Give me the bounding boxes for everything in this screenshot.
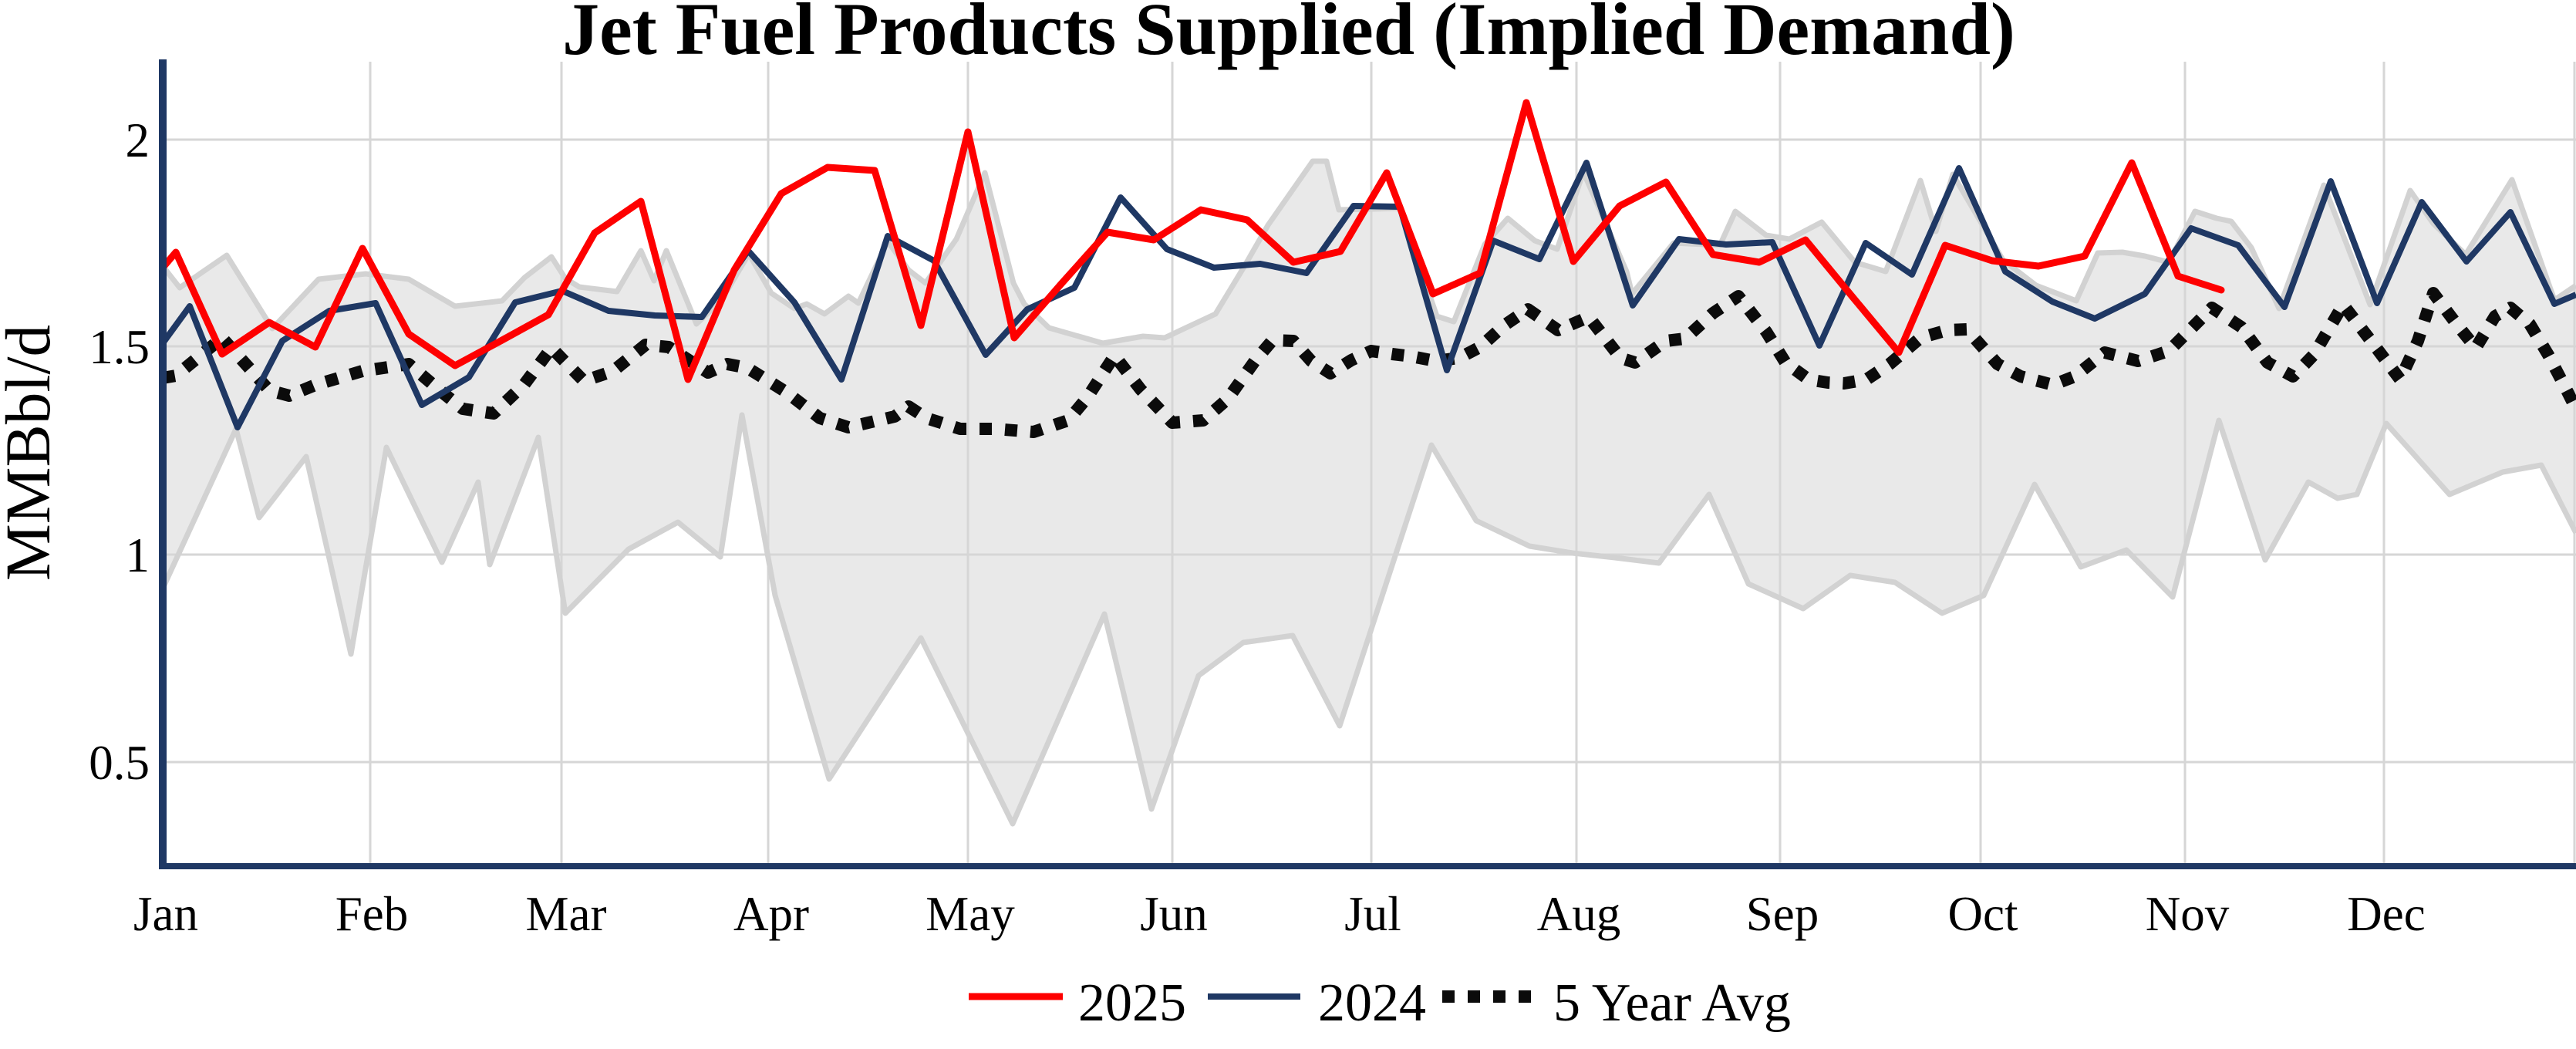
- svg-text:Feb: Feb: [335, 887, 409, 941]
- svg-text:1.5: 1.5: [89, 320, 150, 374]
- svg-text:Jun: Jun: [1140, 887, 1208, 941]
- svg-text:Dec: Dec: [2347, 887, 2425, 941]
- svg-text:2024: 2024: [1318, 973, 1426, 1033]
- svg-text:0.5: 0.5: [89, 736, 150, 790]
- svg-text:2025: 2025: [1078, 973, 1186, 1033]
- svg-text:May: May: [926, 887, 1015, 941]
- svg-text:Apr: Apr: [733, 887, 809, 941]
- svg-text:Aug: Aug: [1537, 887, 1621, 941]
- svg-text:5 Year Avg: 5 Year Avg: [1553, 973, 1791, 1033]
- svg-text:Oct: Oct: [1948, 887, 2018, 941]
- svg-text:Nov: Nov: [2146, 887, 2230, 941]
- svg-text:MMBbl/d: MMBbl/d: [0, 325, 63, 581]
- svg-text:Mar: Mar: [526, 887, 607, 941]
- svg-text:Jet Fuel Products Supplied (Im: Jet Fuel Products Supplied (Implied Dema…: [562, 0, 2015, 70]
- svg-text:Jan: Jan: [133, 887, 198, 941]
- svg-text:2: 2: [126, 113, 150, 167]
- svg-text:Sep: Sep: [1746, 887, 1819, 941]
- svg-text:1: 1: [126, 528, 150, 582]
- svg-text:Jul: Jul: [1344, 887, 1401, 941]
